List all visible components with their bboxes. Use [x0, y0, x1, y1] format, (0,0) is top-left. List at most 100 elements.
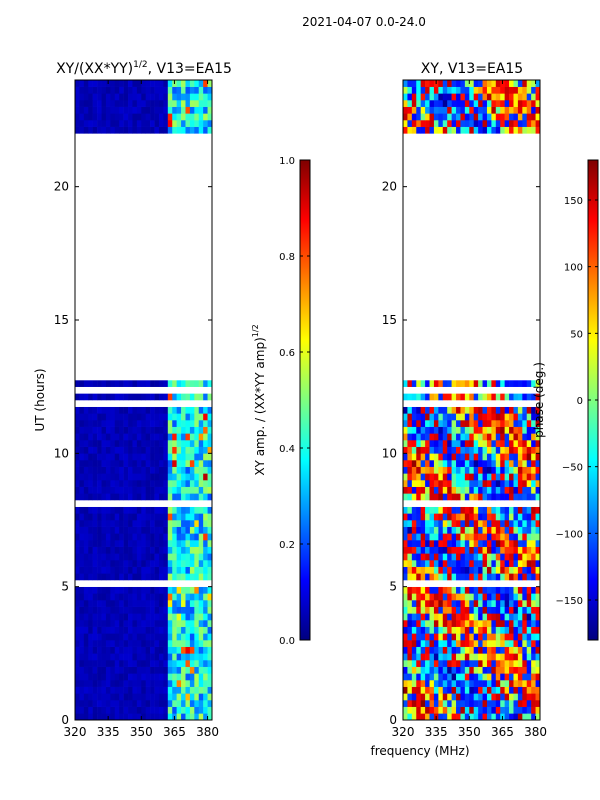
amplitude-cell — [189, 413, 195, 421]
phase-cell — [531, 440, 536, 447]
phase-cell — [500, 660, 505, 667]
phase-cell — [407, 380, 413, 387]
phase-cell — [495, 573, 501, 581]
phase-cell — [438, 633, 444, 641]
amplitude-cell — [75, 86, 80, 94]
phase-cell — [429, 626, 435, 634]
amplitude-cell — [88, 466, 93, 474]
amplitude-cell — [194, 660, 200, 667]
amplitude-cell — [163, 426, 169, 434]
phase-cell — [491, 380, 497, 387]
phase-cell — [509, 413, 514, 421]
phase-cell — [447, 526, 452, 534]
amplitude-cell — [105, 473, 111, 481]
phase-cell — [438, 693, 444, 701]
amplitude-cell — [75, 466, 80, 474]
phase-cell — [513, 666, 519, 674]
amplitude-cell — [198, 693, 204, 701]
phase-cell — [416, 433, 421, 441]
amplitude-cell — [105, 513, 111, 521]
phase-cell — [429, 486, 435, 494]
amplitude-cell — [145, 600, 151, 607]
phase-cell — [447, 606, 452, 614]
amplitude-cell — [83, 666, 89, 674]
phase-cell — [509, 393, 514, 401]
amplitude-cell — [97, 680, 102, 687]
amplitude-cell — [141, 473, 147, 481]
phase-cell — [513, 100, 519, 107]
amplitude-cell — [181, 406, 186, 414]
amplitude-cell — [194, 426, 200, 434]
amplitude-cell — [150, 660, 155, 667]
phase-cell — [486, 600, 492, 607]
amplitude-cell — [105, 640, 111, 647]
amplitude-cell — [114, 560, 120, 567]
phase-cell — [469, 566, 475, 574]
amplitude-gap-row — [75, 180, 212, 187]
amplitude-cell — [194, 413, 200, 421]
phase-cell — [495, 100, 501, 107]
phase-ytick-label: 15 — [382, 313, 397, 327]
phase-cell — [504, 573, 510, 581]
amplitude-cell — [136, 100, 142, 107]
amplitude-cell — [79, 660, 85, 667]
phase-cell — [526, 553, 532, 561]
amplitude-cell — [150, 126, 155, 134]
amplitude-cell — [207, 560, 212, 567]
amplitude-cell — [150, 466, 155, 474]
amplitude-cell — [163, 433, 169, 441]
amplitude-cell — [83, 453, 89, 461]
amplitude-cell — [158, 126, 164, 134]
amplitude-cell — [75, 113, 80, 121]
amplitude-cell — [176, 513, 182, 521]
phase-cell — [473, 613, 479, 621]
amplitude-cell — [154, 433, 160, 441]
phase-cell — [464, 493, 470, 501]
phase-cell — [433, 673, 439, 681]
amplitude-cell — [88, 513, 93, 521]
amplitude-cell — [79, 473, 85, 481]
phase-cell — [513, 693, 519, 701]
phase-cell — [442, 540, 448, 547]
amplitude-cell — [176, 560, 182, 567]
phase-cell — [456, 440, 461, 447]
amplitude-cell — [207, 100, 212, 107]
phase-cell — [491, 546, 497, 554]
phase-cell — [460, 633, 466, 641]
amplitude-cell — [172, 466, 177, 474]
amplitude-cell — [119, 446, 124, 454]
phase-cell — [442, 413, 448, 421]
phase-cell — [403, 626, 408, 634]
phase-cell — [531, 113, 536, 121]
phase-cell — [504, 113, 510, 121]
phase-cell — [433, 433, 439, 441]
amplitude-cell — [167, 646, 173, 654]
phase-cell — [526, 493, 532, 501]
amplitude-cell — [110, 600, 116, 607]
phase-cell — [425, 613, 430, 621]
phase-gap-row — [403, 293, 540, 301]
amplitude-cell — [110, 486, 116, 494]
phase-cell — [486, 473, 492, 481]
amplitude-cell — [79, 93, 85, 101]
phase-cell — [411, 126, 417, 134]
phase-cell — [478, 526, 483, 534]
amplitude-cell — [158, 80, 164, 87]
amplitude-cell — [163, 420, 169, 427]
amplitude-cell — [189, 566, 195, 574]
amplitude-cell — [105, 540, 111, 547]
amplitude-cell — [128, 546, 133, 554]
amplitude-cell — [194, 593, 200, 601]
amplitude-cell — [203, 660, 208, 667]
amplitude-cell — [110, 420, 116, 427]
phase-cell — [411, 553, 417, 561]
phase-cell — [411, 473, 417, 481]
phase-cell — [531, 546, 536, 554]
amplitude-cell — [167, 526, 173, 534]
amplitude-cell — [141, 466, 147, 474]
amplitude-cell — [150, 533, 155, 541]
amplitude-cell — [185, 566, 191, 574]
amplitude-cell — [145, 80, 151, 87]
phase-cell — [451, 606, 457, 614]
amplitude-cell — [181, 713, 186, 720]
